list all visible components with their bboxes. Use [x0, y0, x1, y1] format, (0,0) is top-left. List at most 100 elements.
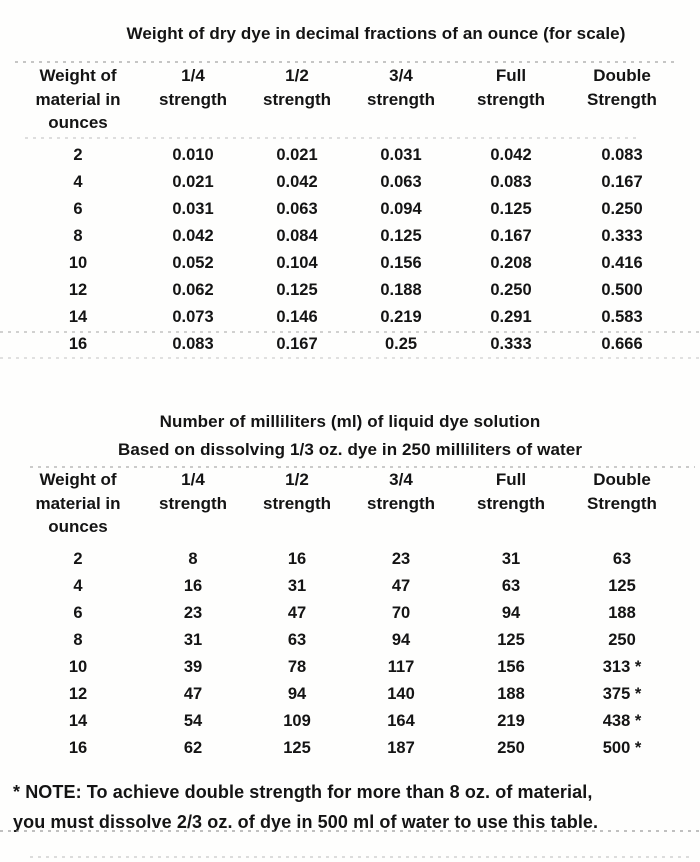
- value-cell: 156: [497, 657, 525, 676]
- value-cell: 0.021: [172, 172, 214, 191]
- row-label-cell: 4: [73, 576, 83, 595]
- row-label-cell: 6: [73, 199, 83, 218]
- value-cell: 0.125: [490, 199, 532, 218]
- column-header: Weight of material in ounces: [35, 470, 121, 536]
- liquid-dye-table: Weight of material in ounces 1/4 strength 1/2…: [15, 468, 685, 762]
- liquid-dye-table-title: Number of milliliters (ml) of liquid dye…: [159, 412, 541, 431]
- value-cell: 0.062: [172, 280, 214, 299]
- value-cell: 250: [608, 630, 636, 649]
- value-cell: 63: [612, 549, 632, 568]
- value-cell: 0.042: [276, 172, 318, 191]
- row-label-cell: 8: [73, 630, 83, 649]
- value-cell: 0.125: [380, 226, 422, 245]
- value-cell: 0.583: [601, 307, 643, 326]
- value-cell: 109: [283, 711, 311, 730]
- column-header: Full strength: [477, 66, 545, 109]
- row-label-cell: 4: [73, 172, 83, 191]
- value-cell: 0.219: [380, 307, 422, 326]
- scan-artifact-line: [15, 61, 675, 63]
- value-cell: 0.084: [276, 226, 318, 245]
- row-label-cell: 10: [68, 657, 88, 676]
- value-cell: 31: [183, 630, 203, 649]
- value-cell: 0.208: [490, 253, 532, 272]
- value-cell: 188: [608, 603, 636, 622]
- value-cell: 0.333: [601, 226, 643, 245]
- value-cell: 70: [391, 603, 411, 622]
- value-cell: 0.094: [380, 199, 422, 218]
- row-label-cell: 2: [73, 145, 83, 164]
- value-cell: 0.167: [490, 226, 532, 245]
- value-cell: 0.250: [601, 199, 643, 218]
- value-cell: 250: [497, 738, 525, 757]
- value-cell: 0.291: [490, 307, 532, 326]
- value-cell: 140: [387, 684, 415, 703]
- row-label-cell: 14: [68, 307, 88, 326]
- value-cell: 47: [287, 603, 307, 622]
- value-cell: 16: [183, 576, 203, 595]
- value-cell: 125: [497, 630, 525, 649]
- value-cell: 0.083: [601, 145, 643, 164]
- value-cell: 0.146: [276, 307, 318, 326]
- value-cell: 63: [501, 576, 521, 595]
- value-cell: 0.042: [490, 145, 532, 164]
- value-cell: 47: [391, 576, 411, 595]
- value-cell: 0.083: [490, 172, 532, 191]
- value-cell: 0.188: [380, 280, 422, 299]
- value-cell: 0.052: [172, 253, 214, 272]
- table-header-row: Weight of material in ounces 1/4 strength 1/2…: [15, 64, 685, 135]
- value-cell: 23: [183, 603, 203, 622]
- value-cell: 16: [287, 549, 307, 568]
- value-cell: 0.083: [172, 334, 214, 353]
- value-cell: 94: [287, 684, 307, 703]
- value-cell: 78: [287, 657, 307, 676]
- column-header: 3/4 strength: [367, 66, 435, 109]
- value-cell: 0.500: [601, 280, 643, 299]
- value-cell: 62: [183, 738, 203, 757]
- value-cell: 0.010: [172, 145, 214, 164]
- value-cell: 31: [501, 549, 521, 568]
- value-cell: 0.073: [172, 307, 214, 326]
- value-cell: 0.042: [172, 226, 214, 245]
- value-cell: 0.104: [276, 253, 318, 272]
- value-cell: 0.250: [490, 280, 532, 299]
- value-cell: 63: [287, 630, 307, 649]
- value-cell: 0.333: [490, 334, 532, 353]
- value-cell: 125: [608, 576, 636, 595]
- value-cell: 0.416: [601, 253, 643, 272]
- row-label-cell: 10: [68, 253, 88, 272]
- row-label-cell: 12: [68, 684, 88, 703]
- value-cell: 125: [283, 738, 311, 757]
- column-header: 3/4 strength: [367, 470, 435, 513]
- dry-dye-table-title: Weight of dry dye in decimal fractions o…: [126, 24, 626, 43]
- footnote-line-1: * NOTE: To achieve double strength for m…: [13, 782, 593, 802]
- value-cell: 0.156: [380, 253, 422, 272]
- liquid-dye-table-subtitle: Based on dissolving 1/3 oz. dye in 250 m…: [117, 440, 583, 459]
- column-header: Weight of material in ounces: [35, 66, 121, 132]
- row-label-cell: 14: [68, 711, 88, 730]
- column-header: 1/2 strength: [263, 66, 331, 109]
- table-header-row: Weight of material in ounces 1/4 strength 1/2…: [15, 468, 685, 539]
- row-label-cell: 16: [68, 334, 88, 353]
- value-cell: 500 *: [602, 738, 642, 757]
- column-header: 1/2 strength: [263, 470, 331, 513]
- value-cell: 188: [497, 684, 525, 703]
- value-cell: 438 *: [602, 711, 642, 730]
- value-cell: 187: [387, 738, 415, 757]
- value-cell: 0.167: [276, 334, 318, 353]
- column-header: Double Strength: [587, 66, 657, 109]
- value-cell: 23: [391, 549, 411, 568]
- value-cell: 0.031: [172, 199, 214, 218]
- row-label-cell: 16: [68, 738, 88, 757]
- value-cell: 47: [183, 684, 203, 703]
- row-label-cell: 2: [73, 549, 83, 568]
- value-cell: 0.031: [380, 145, 422, 164]
- table-body: 2 8 16 23 31 63 4 16 31 47 63 125 6 23 47 70 94 188 8 31 63 9…: [15, 546, 685, 762]
- value-cell: 0.167: [601, 172, 643, 191]
- value-cell: 8: [188, 549, 198, 568]
- value-cell: 0.063: [276, 199, 318, 218]
- column-header: Full strength: [477, 470, 545, 513]
- column-header: Double Strength: [587, 470, 657, 513]
- column-header: 1/4 strength: [159, 470, 227, 513]
- value-cell: 313 *: [602, 657, 642, 676]
